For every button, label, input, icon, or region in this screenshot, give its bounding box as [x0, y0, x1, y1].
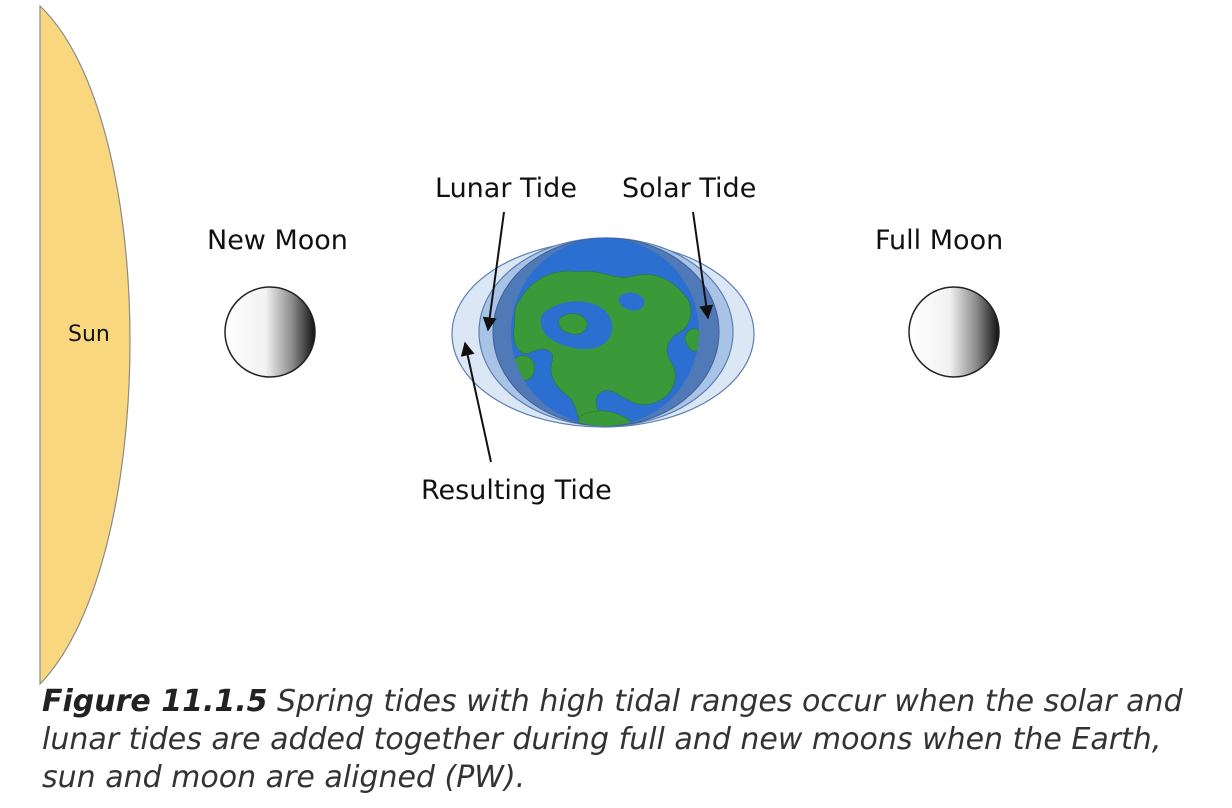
sun: Sun — [39, 4, 131, 686]
earth-globe — [511, 238, 699, 426]
full-moon: Full Moon — [875, 225, 1003, 378]
sun-shape — [39, 4, 131, 686]
new-moon-label: New Moon — [207, 225, 348, 256]
full-moon-circle — [908, 286, 1000, 378]
solar-tide-label: Solar Tide — [622, 173, 756, 204]
resulting-tide-arrow — [460, 341, 492, 463]
lunar-tide-arrow — [482, 211, 505, 332]
figure-number: Figure 11.1.5 — [42, 684, 268, 719]
resulting-tide-label: Resulting Tide — [421, 475, 612, 506]
earth-system — [451, 237, 755, 428]
full-moon-label: Full Moon — [875, 225, 1003, 256]
figure-caption: Figure 11.1.5 Spring tides with high tid… — [42, 683, 1212, 797]
caption-text: Spring tides with high tidal ranges occu… — [42, 684, 1183, 795]
spring-tide-diagram: Sun New Moon Full Moon Lunar — [39, 4, 1003, 686]
new-moon: New Moon — [207, 225, 348, 378]
tide-annotations: Lunar Tide Solar Tide Resulting Tide — [421, 173, 756, 506]
solar-tide-arrow — [692, 211, 714, 320]
sun-label: Sun — [68, 322, 110, 347]
new-moon-circle — [224, 286, 316, 378]
lunar-tide-label: Lunar Tide — [435, 173, 577, 204]
